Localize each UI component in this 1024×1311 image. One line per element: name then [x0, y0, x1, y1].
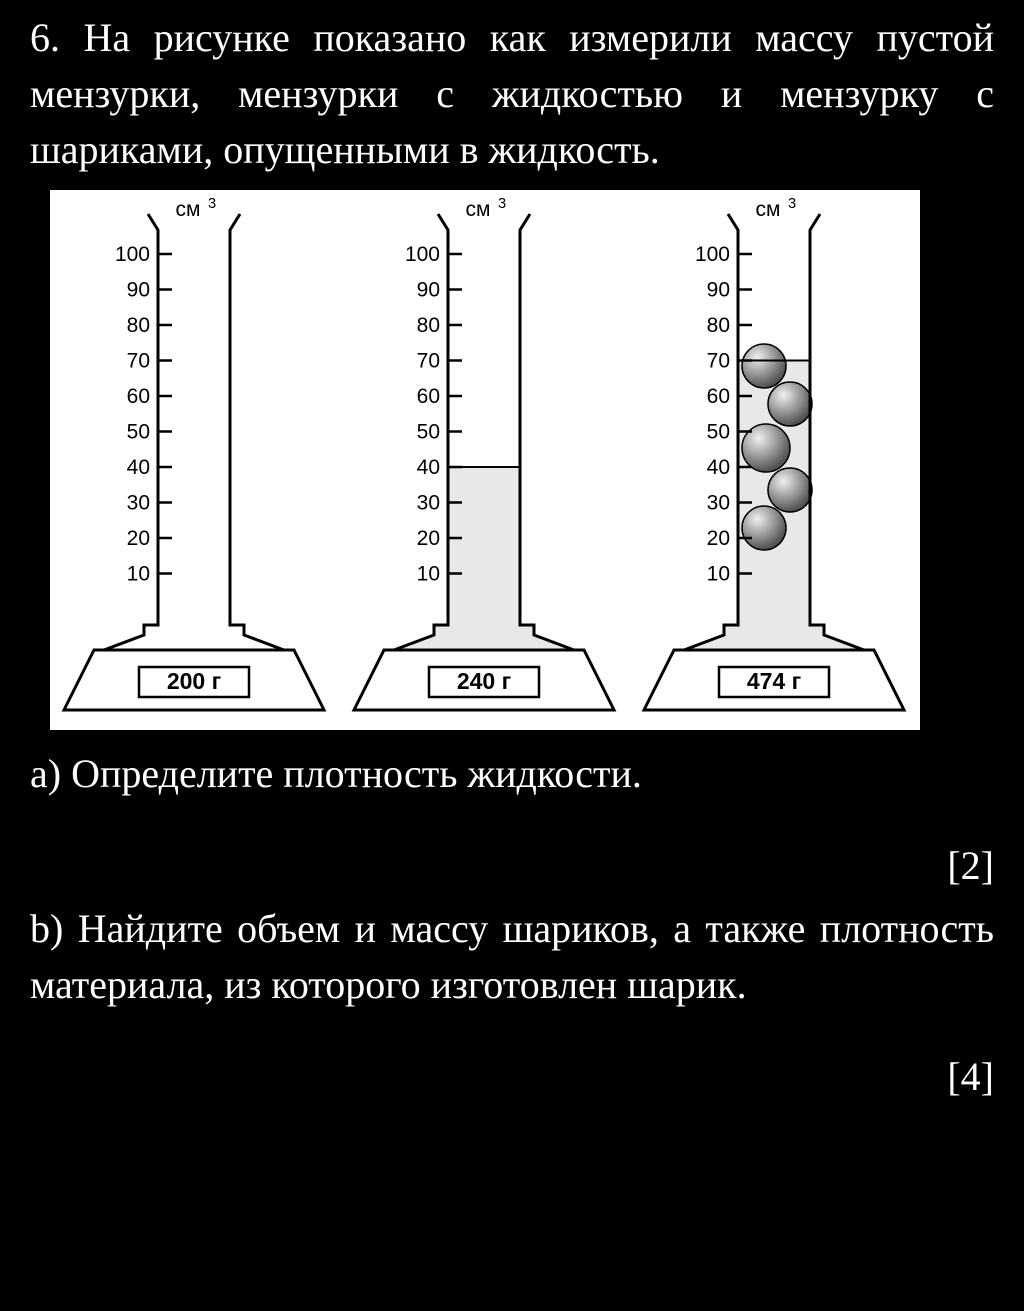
- tick-label-40: 40: [127, 456, 150, 479]
- tick-label-100: 100: [695, 243, 730, 266]
- tick-label-60: 60: [127, 385, 150, 408]
- tick-label-80: 80: [127, 314, 150, 337]
- tick-label-90: 90: [417, 279, 440, 302]
- unit-label: см: [466, 198, 491, 221]
- tick-label-90: 90: [127, 279, 150, 302]
- tick-label-50: 50: [127, 421, 150, 444]
- tick-label-70: 70: [417, 350, 440, 373]
- mass-reading: 240 г: [457, 668, 511, 694]
- problem-intro: 6. На рисунке показано как измерили масс…: [30, 10, 994, 178]
- tick-label-50: 50: [707, 421, 730, 444]
- tick-label-20: 20: [417, 527, 440, 550]
- tick-label-10: 10: [417, 563, 440, 586]
- figure-cylinders: см 3 100 90 80 70 60 50 40 30 20 10 200 г см 3 100 90 80 7…: [50, 190, 920, 730]
- tick-label-30: 30: [707, 492, 730, 515]
- tick-label-40: 40: [417, 456, 440, 479]
- unit-superscript: 3: [208, 196, 216, 212]
- liquid-fill: [448, 467, 520, 625]
- tick-label-70: 70: [707, 350, 730, 373]
- question-part-b: b) Найдите объем и массу шариков, а такж…: [30, 901, 994, 1013]
- graduated-cylinder-2: см 3 100 90 80 70 60 50 40 30 20 10 240 г: [350, 190, 630, 730]
- mass-reading: 474 г: [747, 668, 801, 694]
- tick-label-40: 40: [707, 456, 730, 479]
- tick-label-20: 20: [127, 527, 150, 550]
- tick-label-80: 80: [417, 314, 440, 337]
- tick-label-80: 80: [707, 314, 730, 337]
- marks-part-a: [2]: [30, 842, 994, 889]
- tick-label-70: 70: [127, 350, 150, 373]
- tick-label-90: 90: [707, 279, 730, 302]
- ball-2: [768, 382, 812, 426]
- tick-label-20: 20: [707, 527, 730, 550]
- tick-label-60: 60: [417, 385, 440, 408]
- tick-label-10: 10: [127, 563, 150, 586]
- ball-1: [742, 344, 786, 388]
- ball-5: [742, 506, 786, 550]
- question-part-a: a) Определите плотность жидкости.: [30, 746, 994, 802]
- unit-superscript: 3: [498, 196, 506, 212]
- tick-label-10: 10: [707, 563, 730, 586]
- marks-part-b: [4]: [30, 1053, 994, 1100]
- unit-label: см: [176, 198, 201, 221]
- graduated-cylinder-1: см 3 100 90 80 70 60 50 40 30 20 10 200 г: [60, 190, 340, 730]
- ball-4: [768, 468, 812, 512]
- tick-label-60: 60: [707, 385, 730, 408]
- unit-superscript: 3: [788, 196, 796, 212]
- mass-reading: 200 г: [167, 668, 221, 694]
- tick-label-30: 30: [417, 492, 440, 515]
- unit-label: см: [756, 198, 781, 221]
- tick-label-30: 30: [127, 492, 150, 515]
- tick-label-100: 100: [405, 243, 440, 266]
- tick-label-100: 100: [115, 243, 150, 266]
- tick-label-50: 50: [417, 421, 440, 444]
- graduated-cylinder-3: см 3 100 90 80 70 60 50 40 30 20 10 474 г: [640, 190, 920, 730]
